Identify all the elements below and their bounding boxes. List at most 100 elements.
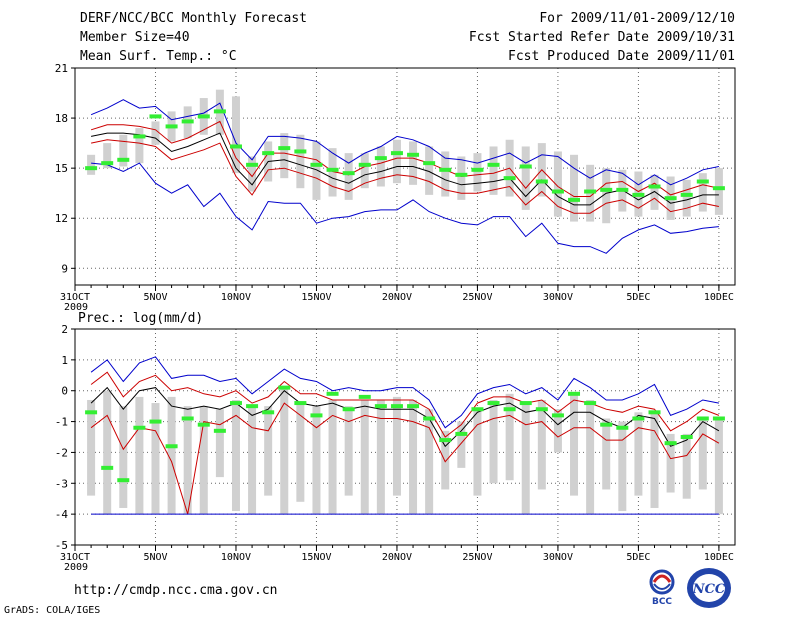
temp-box-bar <box>376 146 385 187</box>
chart-title: DERF/NCC/BCC Monthly Forecast <box>80 11 307 26</box>
temp-median-marker <box>600 187 613 192</box>
prec-box-bar <box>553 409 562 453</box>
prec-x-tick-label: 31OCT <box>60 552 90 563</box>
temp-box-bar <box>714 168 723 215</box>
prec-median-marker <box>616 425 629 430</box>
prec-box-bar <box>570 393 579 496</box>
prec-box-bar <box>392 396 401 496</box>
prec-box-bar <box>521 403 530 515</box>
prec-y-tick-label: -1 <box>55 416 68 429</box>
prec-median-marker <box>197 422 210 427</box>
temp-mean-line <box>90 132 719 206</box>
temp-box-bar <box>489 146 498 195</box>
bcc-logo-text: BCC <box>652 597 672 606</box>
prec-y-tick-label: -3 <box>55 477 68 490</box>
temp-plot-frame <box>74 67 736 286</box>
prec-box-bar <box>698 418 707 490</box>
prec-y-tick-label: 0 <box>61 385 68 398</box>
prec-box-bar <box>231 399 240 512</box>
temp-box-bar <box>87 154 96 175</box>
prec-x-tick-label: 5NOV <box>143 552 167 563</box>
temp-median-marker <box>213 109 226 114</box>
temp-x-tick-label: 5DEC <box>626 292 650 303</box>
temp-x-tick-label: 25NOV <box>462 292 492 303</box>
temp-median-marker <box>374 156 387 161</box>
temp-median-marker <box>503 176 516 181</box>
member-size-label: Member Size=40 <box>80 30 190 45</box>
temp-median-marker <box>712 186 725 191</box>
temp-box-bar <box>570 154 579 222</box>
prec-median-marker <box>568 391 581 396</box>
temp-box-bar <box>698 173 707 212</box>
prec-y-tick-label: 1 <box>61 354 68 367</box>
prec-box-bar <box>409 399 418 515</box>
prec-median-marker <box>551 413 564 418</box>
temp-median-marker <box>632 192 645 197</box>
prec-x-tick-label: 25NOV <box>462 552 492 563</box>
temp-y-tick-label: 15 <box>55 162 68 175</box>
prec-box-bar <box>666 433 675 493</box>
temp-median-marker <box>165 124 178 129</box>
temp-box-bar <box>119 134 128 167</box>
footer-url[interactable]: http://cmdp.ncc.cma.gov.cn <box>74 583 278 598</box>
temp-median-marker <box>358 162 371 167</box>
temp-median-marker <box>471 167 484 172</box>
prec-box-bar <box>602 418 611 490</box>
prec-median-marker <box>648 410 661 415</box>
temp-box-bar <box>248 156 257 192</box>
prec-y-tick-label: -5 <box>55 539 68 552</box>
temp-median-marker <box>181 119 194 124</box>
prec-median-marker <box>455 431 468 436</box>
prec-median-marker <box>439 438 452 443</box>
prec-box-bar <box>344 406 353 496</box>
temp-lower-line <box>90 139 720 214</box>
temp-median-marker <box>262 151 275 156</box>
prec-box-bar <box>328 399 337 515</box>
temp-box-bar <box>135 128 144 164</box>
prec-x-tick-label: 20NOV <box>382 552 412 563</box>
prec-box-bar <box>183 406 192 515</box>
forecast-period: For 2009/11/01-2009/12/10 <box>539 11 735 26</box>
temp-box-bar <box>441 151 450 197</box>
temp-box-bar <box>296 134 305 189</box>
prec-box-bar <box>360 399 369 515</box>
temp-x-tick-label: 15NOV <box>301 292 331 303</box>
prec-median-marker <box>213 428 226 433</box>
temp-median-marker <box>229 144 242 149</box>
temp-y-tick-label: 9 <box>61 262 68 275</box>
prec-box-bar <box>714 418 723 515</box>
prec-median-marker <box>535 407 548 412</box>
prec-median-marker <box>696 416 709 421</box>
forecast-produced-date: Fcst Produced Date 2009/11/01 <box>508 49 735 64</box>
prec-x-tick-label: 10DEC <box>704 552 734 563</box>
prec-median-marker <box>680 435 693 439</box>
prec-median-marker <box>423 416 436 421</box>
temp-median-marker <box>551 189 564 194</box>
prec-box-bar <box>264 406 273 496</box>
prec-max-line <box>90 356 719 429</box>
temp-box-bar <box>328 148 337 197</box>
prec-box-bar <box>135 396 144 515</box>
temp-box-bar <box>457 156 466 200</box>
prec-median-marker <box>407 404 420 409</box>
temp-box-bar <box>344 153 353 200</box>
prec-upper-line <box>90 371 720 438</box>
prec-median-marker <box>487 401 500 406</box>
prec-box-bar <box>296 403 305 502</box>
precip-panel-title: Prec.: log(mm/d) <box>78 311 204 326</box>
temp-box-bar <box>392 139 401 184</box>
prec-median-marker <box>310 413 323 418</box>
prec-median-marker <box>278 385 291 390</box>
temp-median-marker <box>278 146 291 151</box>
prec-box-bar <box>312 406 321 515</box>
prec-box-bar <box>199 406 208 515</box>
temp-median-marker <box>85 166 98 171</box>
prec-median-marker <box>503 407 516 412</box>
prec-box-bar <box>457 421 466 468</box>
prec-box-bar <box>215 409 224 478</box>
temp-median-marker <box>519 164 532 169</box>
prec-box-bar <box>537 399 546 490</box>
prec-box-bar <box>425 409 434 515</box>
temp-x-tick-label: 31OCT <box>60 292 90 303</box>
